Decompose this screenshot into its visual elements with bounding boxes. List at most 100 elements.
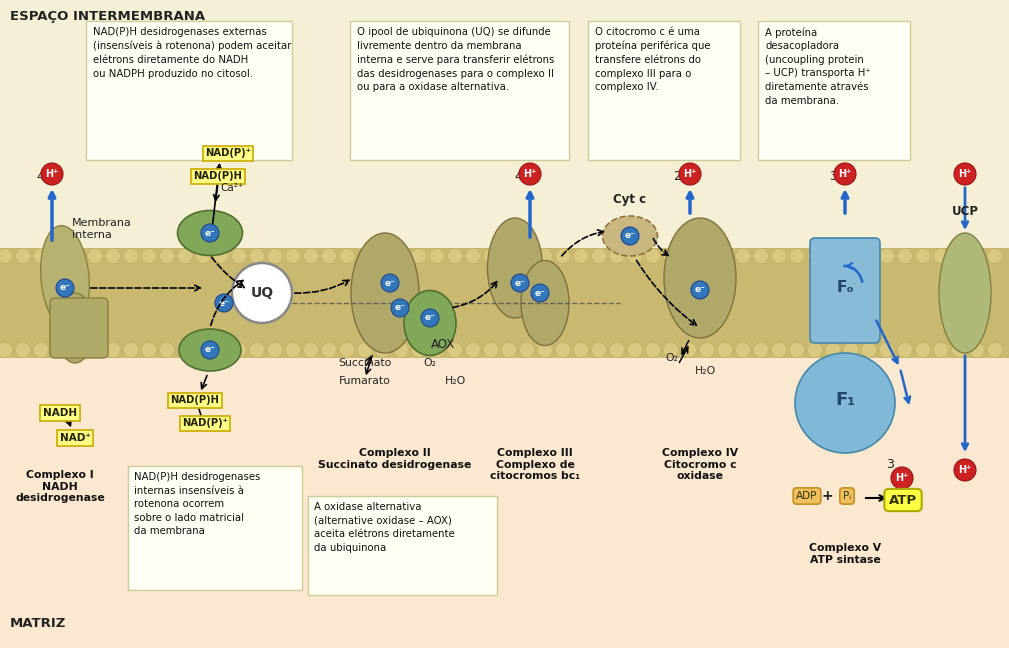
- Circle shape: [33, 248, 48, 264]
- Circle shape: [339, 248, 354, 264]
- Circle shape: [591, 343, 606, 358]
- Circle shape: [621, 227, 639, 245]
- Circle shape: [322, 248, 336, 264]
- Text: H⁺: H⁺: [45, 169, 59, 179]
- Circle shape: [519, 163, 541, 185]
- Circle shape: [322, 343, 336, 358]
- Text: Membrana
interna: Membrana interna: [72, 218, 132, 240]
- Circle shape: [381, 274, 399, 292]
- Text: O₂: O₂: [666, 353, 678, 363]
- Circle shape: [754, 248, 769, 264]
- Text: Succinato: Succinato: [338, 358, 391, 368]
- Circle shape: [357, 343, 372, 358]
- Circle shape: [699, 343, 714, 358]
- Text: Complexo I
NADH
desidrogenase: Complexo I NADH desidrogenase: [15, 470, 105, 503]
- Circle shape: [538, 343, 553, 358]
- Circle shape: [609, 248, 625, 264]
- Circle shape: [232, 263, 292, 323]
- Circle shape: [465, 343, 480, 358]
- Text: e⁻: e⁻: [694, 286, 705, 294]
- FancyBboxPatch shape: [758, 21, 910, 160]
- Circle shape: [249, 343, 264, 358]
- Circle shape: [304, 248, 319, 264]
- Circle shape: [231, 248, 246, 264]
- Circle shape: [951, 248, 967, 264]
- Circle shape: [915, 343, 930, 358]
- Circle shape: [448, 248, 462, 264]
- Circle shape: [681, 343, 696, 358]
- Text: e⁻: e⁻: [515, 279, 526, 288]
- Circle shape: [573, 248, 588, 264]
- Circle shape: [520, 248, 535, 264]
- Circle shape: [664, 343, 678, 358]
- Circle shape: [178, 343, 193, 358]
- Circle shape: [915, 248, 930, 264]
- Text: ESPAÇO INTERMEMBRANA: ESPAÇO INTERMEMBRANA: [10, 10, 205, 23]
- Circle shape: [267, 343, 283, 358]
- Text: H⁺: H⁺: [838, 169, 852, 179]
- Ellipse shape: [57, 293, 94, 363]
- Text: NAD⁺: NAD⁺: [60, 433, 91, 443]
- Circle shape: [970, 343, 985, 358]
- Text: Complexo V
ATP sintase: Complexo V ATP sintase: [809, 543, 881, 564]
- Text: A proteína
desacopladora
(uncoupling protein
– UCP) transporta H⁺
diretamente at: A proteína desacopladora (uncoupling pro…: [765, 27, 871, 106]
- Circle shape: [897, 248, 912, 264]
- FancyBboxPatch shape: [50, 298, 108, 358]
- Text: O ipool de ubiquinona (UQ) se difunde
livremente dentro da membrana
interna e se: O ipool de ubiquinona (UQ) se difunde li…: [357, 27, 554, 92]
- Circle shape: [41, 163, 63, 185]
- Circle shape: [501, 248, 517, 264]
- Text: Cyt c: Cyt c: [613, 193, 647, 206]
- Circle shape: [0, 248, 12, 264]
- Circle shape: [988, 343, 1003, 358]
- Ellipse shape: [351, 233, 419, 353]
- Circle shape: [430, 343, 445, 358]
- Circle shape: [789, 343, 804, 358]
- Circle shape: [891, 467, 913, 489]
- Circle shape: [483, 343, 498, 358]
- Text: F₁: F₁: [834, 391, 855, 409]
- Circle shape: [214, 248, 228, 264]
- Circle shape: [520, 343, 535, 358]
- Ellipse shape: [178, 211, 242, 255]
- Ellipse shape: [664, 218, 736, 338]
- Circle shape: [70, 248, 85, 264]
- Text: H₂O: H₂O: [444, 376, 465, 386]
- Circle shape: [933, 248, 948, 264]
- Text: Fₒ: Fₒ: [836, 281, 854, 295]
- FancyBboxPatch shape: [350, 21, 569, 160]
- Circle shape: [609, 343, 625, 358]
- Bar: [0, 358, 1009, 648]
- Text: e⁻: e⁻: [60, 284, 71, 292]
- Text: NAD(P)H: NAD(P)H: [194, 171, 242, 181]
- Circle shape: [159, 343, 175, 358]
- Circle shape: [196, 343, 211, 358]
- Circle shape: [286, 343, 301, 358]
- Circle shape: [123, 248, 138, 264]
- Circle shape: [33, 343, 48, 358]
- Circle shape: [412, 343, 427, 358]
- Text: e⁻: e⁻: [219, 299, 229, 308]
- Circle shape: [699, 248, 714, 264]
- FancyBboxPatch shape: [810, 238, 880, 343]
- Circle shape: [394, 248, 409, 264]
- Circle shape: [933, 343, 948, 358]
- Circle shape: [954, 163, 976, 185]
- Text: 4: 4: [36, 170, 44, 183]
- Circle shape: [538, 248, 553, 264]
- Text: Complexo II
Succinato desidrogenase: Complexo II Succinato desidrogenase: [318, 448, 471, 470]
- Text: Complexo III
Complexo de
citocromos bc₁: Complexo III Complexo de citocromos bc₁: [490, 448, 580, 481]
- Text: ADP: ADP: [796, 491, 817, 501]
- Text: UCP: UCP: [951, 205, 979, 218]
- FancyBboxPatch shape: [86, 21, 292, 160]
- Circle shape: [178, 248, 193, 264]
- Circle shape: [106, 248, 120, 264]
- Circle shape: [646, 343, 661, 358]
- Text: Ca²⁺: Ca²⁺: [220, 183, 244, 193]
- Circle shape: [15, 343, 30, 358]
- Text: H⁺: H⁺: [959, 465, 972, 475]
- Circle shape: [754, 343, 769, 358]
- Text: MATRIZ: MATRIZ: [10, 617, 67, 630]
- Circle shape: [286, 248, 301, 264]
- Circle shape: [304, 343, 319, 358]
- FancyBboxPatch shape: [308, 496, 497, 595]
